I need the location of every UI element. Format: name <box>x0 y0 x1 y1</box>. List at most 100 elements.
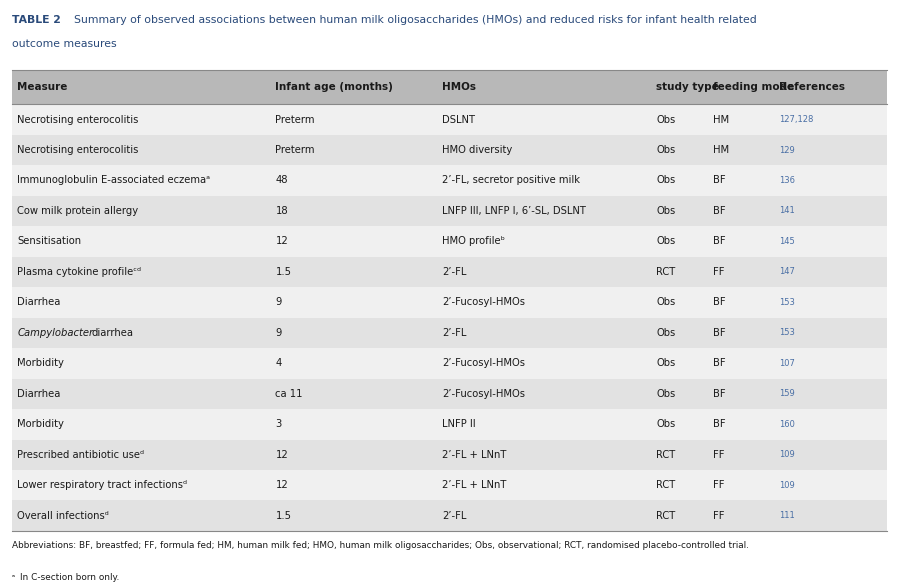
Text: Immunoglobulin E-associated eczemaᵃ: Immunoglobulin E-associated eczemaᵃ <box>17 175 210 186</box>
Text: HM: HM <box>713 145 729 155</box>
Text: 136: 136 <box>779 176 795 185</box>
Text: FF: FF <box>713 267 725 277</box>
Text: 153: 153 <box>779 328 795 338</box>
Text: 147: 147 <box>779 267 795 277</box>
Text: 48: 48 <box>275 175 288 186</box>
Bar <box>12 257 887 287</box>
Text: Diarrhea: Diarrhea <box>17 389 60 399</box>
Text: Diarrhea: Diarrhea <box>17 297 60 308</box>
Text: Morbidity: Morbidity <box>17 419 64 430</box>
Text: 12: 12 <box>275 480 289 490</box>
Text: study type: study type <box>656 82 719 93</box>
Bar <box>12 70 887 104</box>
Text: diarrhea: diarrhea <box>92 328 134 338</box>
Text: 2’-FL + LNnT: 2’-FL + LNnT <box>441 480 506 490</box>
Text: Lower respiratory tract infectionsᵈ: Lower respiratory tract infectionsᵈ <box>17 480 187 490</box>
Text: 18: 18 <box>275 206 288 216</box>
Text: DSLNT: DSLNT <box>441 114 475 125</box>
Text: Plasma cytokine profileᶜᵈ: Plasma cytokine profileᶜᵈ <box>17 267 141 277</box>
Text: 2’-FL: 2’-FL <box>441 510 467 521</box>
Text: BF: BF <box>713 236 725 247</box>
Text: Obs: Obs <box>656 114 675 125</box>
Text: Campylobacter: Campylobacter <box>17 328 93 338</box>
Text: 153: 153 <box>779 298 795 307</box>
Text: 2’-FL + LNnT: 2’-FL + LNnT <box>441 449 506 460</box>
Text: HMO profileᵇ: HMO profileᵇ <box>441 236 504 247</box>
Text: 159: 159 <box>779 389 795 398</box>
Text: 9: 9 <box>275 297 281 308</box>
Text: Obs: Obs <box>656 236 675 247</box>
Text: 12: 12 <box>275 449 289 460</box>
Text: BF: BF <box>713 358 725 369</box>
Bar <box>12 165 887 196</box>
Text: Abbreviations: BF, breastfed; FF, formula fed; HM, human milk fed; HMO, human mi: Abbreviations: BF, breastfed; FF, formul… <box>12 541 749 550</box>
Text: RCT: RCT <box>656 267 675 277</box>
Text: HM: HM <box>713 114 729 125</box>
Text: 3: 3 <box>275 419 281 430</box>
Text: 145: 145 <box>779 237 795 246</box>
Text: Preterm: Preterm <box>275 114 315 125</box>
Text: 141: 141 <box>779 206 795 216</box>
Text: BF: BF <box>713 389 725 399</box>
Text: 111: 111 <box>779 511 795 520</box>
Text: Obs: Obs <box>656 206 675 216</box>
Bar <box>12 348 887 379</box>
Text: 9: 9 <box>275 328 281 338</box>
Text: BF: BF <box>713 419 725 430</box>
Text: 4: 4 <box>275 358 281 369</box>
Text: Necrotising enterocolitis: Necrotising enterocolitis <box>17 145 138 155</box>
Text: BF: BF <box>713 328 725 338</box>
Text: 2’-Fucosyl-HMOs: 2’-Fucosyl-HMOs <box>441 358 525 369</box>
Text: Preterm: Preterm <box>275 145 315 155</box>
Text: Obs: Obs <box>656 297 675 308</box>
Bar <box>12 440 887 470</box>
Text: In C-section born only.: In C-section born only. <box>20 573 119 582</box>
Text: Obs: Obs <box>656 419 675 430</box>
Text: ᵃ: ᵃ <box>12 573 14 582</box>
Text: 129: 129 <box>779 145 795 155</box>
Text: outcome measures: outcome measures <box>12 39 116 49</box>
Bar <box>12 409 887 440</box>
Text: LNFP II: LNFP II <box>441 419 476 430</box>
Text: 2’-FL, secretor positive milk: 2’-FL, secretor positive milk <box>441 175 580 186</box>
Text: BF: BF <box>713 206 725 216</box>
Text: TABLE 2: TABLE 2 <box>12 15 60 25</box>
Text: BF: BF <box>713 297 725 308</box>
Text: 160: 160 <box>779 420 795 429</box>
Text: HMO diversity: HMO diversity <box>441 145 512 155</box>
Text: Obs: Obs <box>656 328 675 338</box>
Text: FF: FF <box>713 510 725 521</box>
Text: feeding mode: feeding mode <box>713 82 795 93</box>
Text: RCT: RCT <box>656 510 675 521</box>
Text: 109: 109 <box>779 481 795 490</box>
Text: RCT: RCT <box>656 480 675 490</box>
Text: Infant age (months): Infant age (months) <box>275 82 393 93</box>
Text: Overall infectionsᵈ: Overall infectionsᵈ <box>17 510 109 521</box>
Text: 127,128: 127,128 <box>779 115 814 124</box>
Bar <box>12 470 887 500</box>
Bar <box>12 287 887 318</box>
Text: 12: 12 <box>275 236 289 247</box>
Bar <box>12 318 887 348</box>
Bar <box>12 196 887 226</box>
Text: Obs: Obs <box>656 145 675 155</box>
Text: FF: FF <box>713 449 725 460</box>
Bar <box>12 379 887 409</box>
Text: Obs: Obs <box>656 358 675 369</box>
Text: 1.5: 1.5 <box>275 267 291 277</box>
Text: Sensitisation: Sensitisation <box>17 236 81 247</box>
Bar <box>12 500 887 531</box>
Bar <box>12 135 887 165</box>
Text: 2’-Fucosyl-HMOs: 2’-Fucosyl-HMOs <box>441 297 525 308</box>
Text: 107: 107 <box>779 359 795 368</box>
Text: 2’-FL: 2’-FL <box>441 267 467 277</box>
Text: 2’-FL: 2’-FL <box>441 328 467 338</box>
Text: Prescribed antibiotic useᵈ: Prescribed antibiotic useᵈ <box>17 449 144 460</box>
Text: Morbidity: Morbidity <box>17 358 64 369</box>
Text: LNFP III, LNFP I, 6’-SL, DSLNT: LNFP III, LNFP I, 6’-SL, DSLNT <box>441 206 585 216</box>
Bar <box>12 104 887 135</box>
Text: Necrotising enterocolitis: Necrotising enterocolitis <box>17 114 138 125</box>
Text: BF: BF <box>713 175 725 186</box>
Text: 1.5: 1.5 <box>275 510 291 521</box>
Text: HMOs: HMOs <box>441 82 476 93</box>
